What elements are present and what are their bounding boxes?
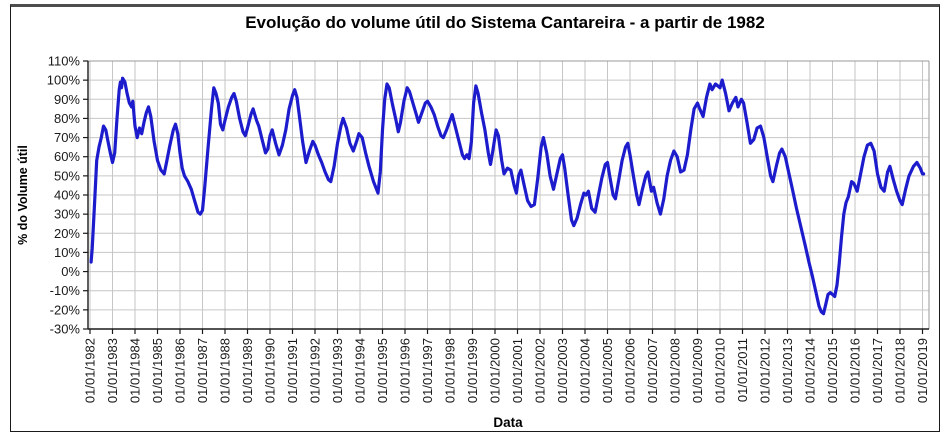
x-tick-label: 01/01/1995 (375, 338, 390, 403)
y-tick-labels: 110% 100% 90% 80% 70% 60% 50% 40% 30% 20% 10% 0% -10… (47, 54, 81, 337)
x-tick-label: 01/01/2010 (713, 338, 728, 403)
x-tick-label: 01/01/2005 (600, 338, 615, 403)
y-tick-label: 30% (54, 207, 80, 222)
x-tick-label: 01/01/1992 (308, 338, 323, 403)
y-axis-title: % do Volume útil (16, 145, 30, 245)
series-line (89, 76, 926, 316)
x-tick-labels: 01/01/1982 01/01/1983 01/01/1984 01/01/1985… (83, 338, 931, 403)
x-tick-label: 01/01/1983 (105, 338, 120, 403)
y-tick-label: -20% (50, 302, 81, 317)
y-tick-label: 90% (54, 92, 80, 107)
x-tick-label: 01/01/1986 (173, 338, 188, 403)
x-tick-label: 01/01/1994 (353, 338, 368, 403)
x-axis-title: Data (493, 415, 523, 430)
x-tick-label: 01/01/1988 (218, 338, 233, 403)
gridlines (88, 60, 929, 330)
x-tick-label: 01/01/1997 (420, 338, 435, 403)
x-tick-label: 01/01/2018 (893, 338, 908, 403)
y-tick-label: 20% (54, 226, 80, 241)
y-tick-label: -30% (50, 322, 81, 337)
y-tick-label: 60% (54, 149, 80, 164)
x-tick-label: 01/01/1991 (285, 338, 300, 403)
y-tick-label: 70% (54, 130, 80, 145)
x-tick-label: 01/01/2009 (690, 338, 705, 403)
x-tick-label: 01/01/2015 (825, 338, 840, 403)
x-tick-label: 01/01/2003 (555, 338, 570, 403)
x-tick-label: 01/01/2014 (803, 338, 818, 403)
x-tick-label: 01/01/2006 (623, 338, 638, 403)
y-tick-label: 40% (54, 188, 80, 203)
x-tick-label: 01/01/1982 (83, 338, 98, 403)
x-tick-label: 01/01/2012 (758, 338, 773, 403)
x-tick-label: 01/01/2002 (533, 338, 548, 403)
y-tick-label: 110% (48, 54, 81, 69)
plot-border (87, 60, 930, 330)
x-tick-label: 01/01/2004 (578, 338, 593, 403)
x-tick-label: 01/01/2016 (848, 338, 863, 403)
y-tick-label: 10% (54, 245, 80, 260)
x-tick-label: 01/01/1999 (465, 338, 480, 403)
y-tick-label: 80% (54, 111, 80, 126)
y-tick-label: 0% (61, 264, 80, 279)
y-tick-label: 50% (54, 168, 80, 183)
x-tick-label: 01/01/1998 (443, 338, 458, 403)
y-tick-label: 100% (47, 73, 81, 88)
x-tick-label: 01/01/1984 (128, 338, 143, 403)
x-tick-label: 01/01/1987 (195, 338, 210, 403)
chart-title: Evolução do volume útil do Sistema Canta… (245, 13, 765, 32)
x-tick-label: 01/01/1989 (240, 338, 255, 403)
x-tick-label: 01/01/1990 (263, 338, 278, 403)
chart-frame (10, 4, 940, 432)
axis-ticks (83, 60, 924, 334)
x-tick-label: 01/01/2013 (780, 338, 795, 403)
x-tick-label: 01/01/2011 (735, 338, 750, 402)
x-tick-label: 01/01/1985 (150, 338, 165, 403)
x-tick-label: 01/01/2017 (870, 338, 885, 403)
x-tick-label: 01/01/1996 (398, 338, 413, 403)
volume-series-line (89, 76, 926, 316)
x-tick-label: 01/01/2008 (668, 338, 683, 403)
x-tick-label: 01/01/2007 (645, 338, 660, 403)
x-tick-label: 01/01/2019 (915, 338, 930, 403)
x-tick-label: 01/01/2000 (488, 338, 503, 403)
y-tick-label: -10% (50, 283, 81, 298)
x-tick-label: 01/01/1993 (330, 338, 345, 403)
x-tick-label: 01/01/2001 (510, 338, 525, 403)
